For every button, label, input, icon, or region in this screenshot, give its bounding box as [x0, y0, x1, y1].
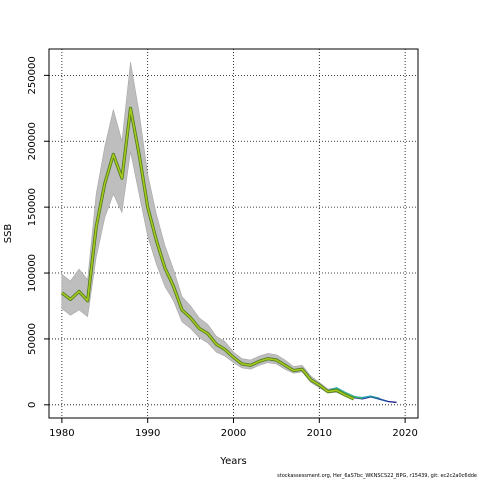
x-axis: 1980 1990 2000 2010 2020 — [49, 418, 418, 439]
y-axis: 0 50000 100000 150000 200000 250000 — [27, 56, 49, 408]
confidence-band-area — [61, 62, 354, 401]
x-tick-label-2020: 2020 — [392, 428, 417, 439]
y-tick-label-200000: 200000 — [27, 122, 38, 160]
x-tick-label-1990: 1990 — [135, 428, 160, 439]
y-tick-label-250000: 250000 — [27, 56, 38, 94]
x-tick-label-2000: 2000 — [221, 428, 246, 439]
series-lines — [60, 106, 397, 404]
y-tick-label-50000: 50000 — [27, 323, 38, 355]
y-axis-title: SSB — [3, 224, 14, 244]
ssb-estimate-line — [61, 107, 354, 400]
y-tick-label-150000: 150000 — [27, 188, 38, 226]
y-tick-label-100000: 100000 — [27, 254, 38, 292]
x-tick-label-2010: 2010 — [307, 428, 332, 439]
y-tick-label-0: 0 — [27, 402, 38, 408]
x-tick-label-1980: 1980 — [49, 428, 74, 439]
x-axis-title: Years — [219, 456, 246, 467]
confidence-band — [61, 62, 354, 401]
retro-series-line-1 — [318, 385, 397, 404]
footer-credit: stockassessment.org, Her_6aS7bc_WKNSCS22… — [277, 473, 477, 479]
